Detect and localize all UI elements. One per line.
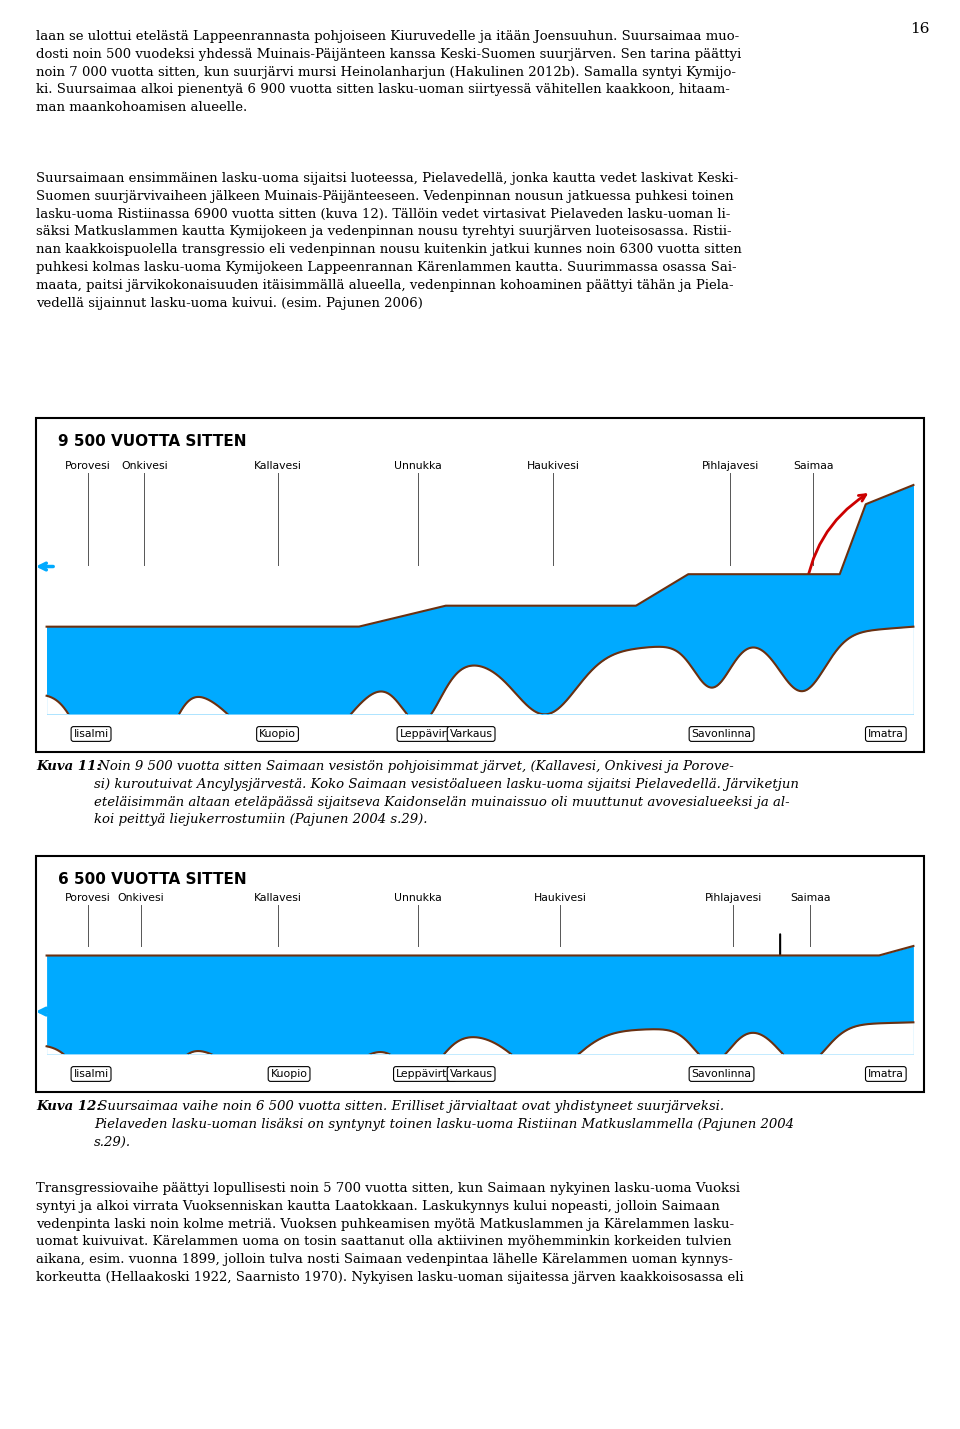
Text: Porovesi: Porovesi: [64, 462, 110, 472]
Text: laan se ulottui etelästä Lappeenrannasta pohjoiseen Kiuruvedelle ja itään Joensu: laan se ulottui etelästä Lappeenrannasta…: [36, 30, 741, 114]
Text: Noin 9 500 vuotta sitten Saimaan vesistön pohjoisimmat järvet, (Kallavesi, Onkiv: Noin 9 500 vuotta sitten Saimaan vesistö…: [94, 760, 799, 826]
Text: 9 500 VUOTTA SITTEN: 9 500 VUOTTA SITTEN: [58, 434, 247, 449]
Text: Transgressiovaihe päättyi lopullisesti noin 5 700 vuotta sitten, kun Saimaan nyk: Transgressiovaihe päättyi lopullisesti n…: [36, 1182, 744, 1285]
Text: Unnukka: Unnukka: [394, 893, 442, 903]
Text: Kuopio: Kuopio: [259, 729, 296, 739]
Text: Kuva 12:: Kuva 12:: [36, 1100, 101, 1113]
Text: Savonlinna: Savonlinna: [691, 1069, 752, 1079]
Text: Pihlajavesi: Pihlajavesi: [705, 893, 761, 903]
Text: Suursaimaan ensimmäinen lasku-uoma sijaitsi luoteessa, Pielavedellä, jonka kautt: Suursaimaan ensimmäinen lasku-uoma sijai…: [36, 171, 742, 310]
Text: Onkivesi: Onkivesi: [121, 462, 168, 472]
Bar: [36, 419, 924, 752]
Text: Porovesi: Porovesi: [64, 893, 110, 903]
Text: Savonlinna: Savonlinna: [691, 729, 752, 739]
Text: Imatra: Imatra: [868, 729, 903, 739]
Text: Saimaa: Saimaa: [793, 462, 833, 472]
Text: Kuva 11:: Kuva 11:: [36, 760, 101, 773]
Text: Kaidonselän
muinaissuo: Kaidonselän muinaissuo: [743, 604, 829, 633]
Text: Pihlajavesi: Pihlajavesi: [702, 462, 759, 472]
Text: Leppävirta: Leppävirta: [399, 729, 458, 739]
Text: 6 500 VUOTTA SITTEN: 6 500 VUOTTA SITTEN: [58, 872, 247, 887]
Text: Leppävirta: Leppävirta: [396, 1069, 454, 1079]
Text: Imatra: Imatra: [868, 1069, 903, 1079]
Text: Kallavesi: Kallavesi: [253, 893, 301, 903]
Text: Iisalmi: Iisalmi: [74, 729, 108, 739]
Text: Haukivesi: Haukivesi: [526, 462, 579, 472]
Text: Varkaus: Varkaus: [449, 1069, 492, 1079]
Text: Onkivesi: Onkivesi: [117, 893, 164, 903]
Text: Saimaa: Saimaa: [790, 893, 830, 903]
Text: Varkaus: Varkaus: [449, 729, 492, 739]
Text: Suursaimaa vaihe noin 6 500 vuotta sitten. Erilliset järvialtaat ovat yhdistynee: Suursaimaa vaihe noin 6 500 vuotta sitte…: [94, 1100, 794, 1149]
Text: Haukivesi: Haukivesi: [534, 893, 587, 903]
Text: Iisalmi: Iisalmi: [74, 1069, 108, 1079]
Text: Unnukka: Unnukka: [394, 462, 442, 472]
Bar: [36, 856, 924, 1092]
Text: Kallavesi: Kallavesi: [253, 462, 301, 472]
Text: Kuopio: Kuopio: [271, 1069, 307, 1079]
Text: 16: 16: [910, 21, 930, 36]
